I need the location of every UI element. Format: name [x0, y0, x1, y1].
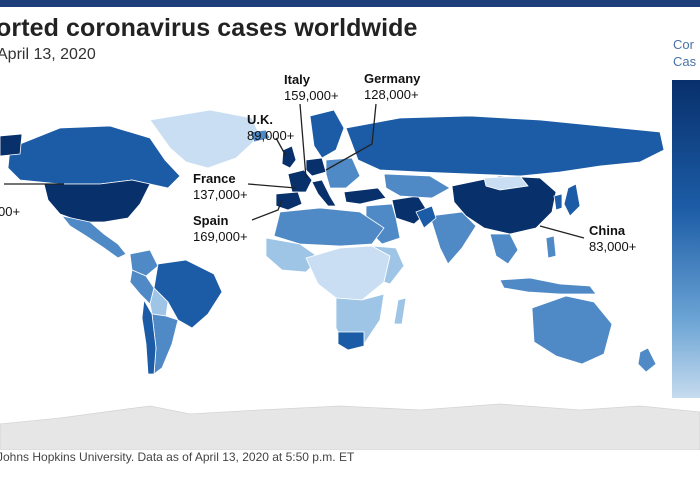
callout-germany-value: 128,000+ — [364, 87, 419, 102]
leader-line-spain — [251, 199, 283, 221]
country-bolivia — [149, 287, 169, 317]
country-peru — [129, 269, 155, 305]
country-greenland — [149, 109, 261, 169]
callout-china: China 83,000+ — [589, 223, 636, 255]
chart-date: April 13, 2020 — [0, 46, 96, 63]
country-pakistan — [415, 205, 437, 229]
callout-italy: Italy 159,000+ — [284, 72, 339, 104]
country-chile — [141, 298, 157, 375]
callout-germany: Germany 128,000+ — [364, 71, 420, 103]
country-colombia — [129, 249, 159, 277]
country-south-africa — [337, 331, 365, 351]
country-scandinavia — [309, 109, 345, 159]
country-korea — [553, 193, 563, 211]
callout-italy-name: Italy — [284, 72, 311, 87]
callout-france-name: France — [193, 171, 236, 186]
legend-title-line-1: Cor — [673, 37, 694, 52]
country-eastern-europe — [325, 157, 361, 189]
country-southeast-asia — [489, 233, 519, 265]
country-spain — [275, 191, 303, 211]
callout-france-value: 137,000+ — [193, 187, 248, 202]
legend-title: Cor Cas — [673, 36, 696, 70]
leader-line-uk — [275, 137, 287, 157]
country-madagascar — [393, 297, 407, 325]
country-canada — [7, 125, 181, 189]
country-italy — [311, 179, 337, 207]
country-indonesia — [499, 277, 597, 295]
region-antarctica — [0, 403, 700, 450]
country-australia — [531, 295, 613, 365]
country-france — [287, 169, 313, 193]
world-map — [0, 103, 700, 450]
country-germany — [305, 157, 327, 177]
country-turkey — [343, 187, 387, 205]
country-usa — [43, 179, 151, 223]
chart-title: orted coronavirus cases worldwide — [0, 14, 418, 42]
leader-line-china — [539, 225, 585, 239]
country-new-zealand — [637, 347, 657, 373]
legend-color-scale — [672, 80, 700, 398]
country-mexico — [60, 215, 127, 259]
callout-spain: Spain 169,000+ — [193, 213, 248, 245]
leader-line-france — [247, 183, 297, 189]
source-note: Johns Hopkins University. Data as of Apr… — [0, 450, 355, 464]
country-china — [451, 175, 557, 235]
callout-usa-partial: 00+ — [0, 204, 20, 220]
country-mongolia — [483, 175, 529, 191]
legend-title-line-2: Cas — [673, 54, 697, 69]
top-accent-bar — [0, 0, 700, 7]
country-west-africa — [265, 237, 321, 273]
callout-uk: U.K. 89,000+ — [247, 112, 294, 144]
callout-china-name: China — [589, 223, 626, 238]
country-philippines — [545, 235, 557, 259]
country-india — [429, 211, 477, 265]
callout-uk-name: U.K. — [247, 112, 273, 127]
callout-italy-value: 159,000+ — [284, 88, 339, 103]
leader-line-italy — [299, 103, 307, 179]
callout-spain-name: Spain — [193, 213, 229, 228]
callout-spain-value: 169,000+ — [193, 229, 248, 244]
callout-france: France 137,000+ — [193, 171, 248, 203]
callout-china-value: 83,000+ — [589, 239, 637, 254]
callout-uk-value: 89,000+ — [247, 128, 295, 143]
country-uk — [281, 145, 297, 169]
country-north-africa — [273, 207, 385, 247]
country-east-africa — [371, 245, 405, 285]
leader-line-germany — [325, 103, 377, 171]
country-central-africa — [305, 245, 391, 301]
callout-germany-name: Germany — [364, 71, 421, 86]
country-alaska-us — [0, 133, 23, 157]
country-kazakhstan — [383, 173, 451, 199]
country-japan — [563, 183, 581, 217]
callout-usa-value: 00+ — [0, 204, 21, 219]
country-russia — [345, 115, 665, 177]
country-iceland — [249, 129, 271, 143]
